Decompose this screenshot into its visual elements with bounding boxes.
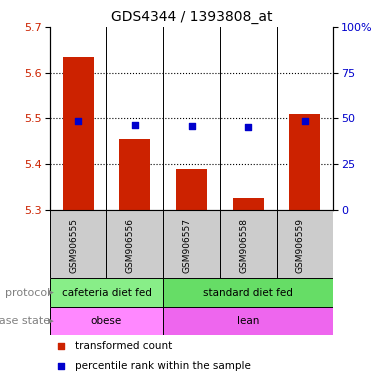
Bar bbox=[289, 114, 321, 210]
Point bbox=[58, 362, 64, 369]
Bar bbox=[176, 169, 207, 210]
Text: GSM906558: GSM906558 bbox=[239, 218, 248, 273]
Bar bbox=[163, 307, 333, 336]
Text: protocol: protocol bbox=[5, 288, 50, 298]
Bar bbox=[106, 210, 163, 278]
Bar bbox=[50, 278, 163, 307]
Bar bbox=[62, 56, 94, 210]
Point bbox=[58, 343, 64, 349]
Bar bbox=[50, 307, 163, 336]
Text: standard diet fed: standard diet fed bbox=[203, 288, 293, 298]
Text: percentile rank within the sample: percentile rank within the sample bbox=[75, 361, 251, 371]
Bar bbox=[163, 210, 220, 278]
Text: disease state: disease state bbox=[0, 316, 50, 326]
Point bbox=[132, 122, 138, 128]
Bar bbox=[232, 198, 264, 210]
Text: GSM906555: GSM906555 bbox=[69, 218, 78, 273]
Bar bbox=[163, 278, 333, 307]
Text: GSM906556: GSM906556 bbox=[126, 218, 135, 273]
Point bbox=[245, 124, 251, 130]
Text: cafeteria diet fed: cafeteria diet fed bbox=[62, 288, 151, 298]
Text: GSM906557: GSM906557 bbox=[183, 218, 192, 273]
Text: obese: obese bbox=[91, 316, 122, 326]
Bar bbox=[220, 210, 277, 278]
Text: lean: lean bbox=[237, 316, 259, 326]
Text: transformed count: transformed count bbox=[75, 341, 173, 351]
Point bbox=[188, 123, 195, 129]
Text: GSM906559: GSM906559 bbox=[296, 218, 305, 273]
Title: GDS4344 / 1393808_at: GDS4344 / 1393808_at bbox=[111, 10, 272, 25]
Point bbox=[75, 118, 81, 124]
Bar bbox=[277, 210, 333, 278]
Bar bbox=[50, 210, 106, 278]
Point bbox=[302, 118, 308, 124]
Bar bbox=[119, 139, 151, 210]
